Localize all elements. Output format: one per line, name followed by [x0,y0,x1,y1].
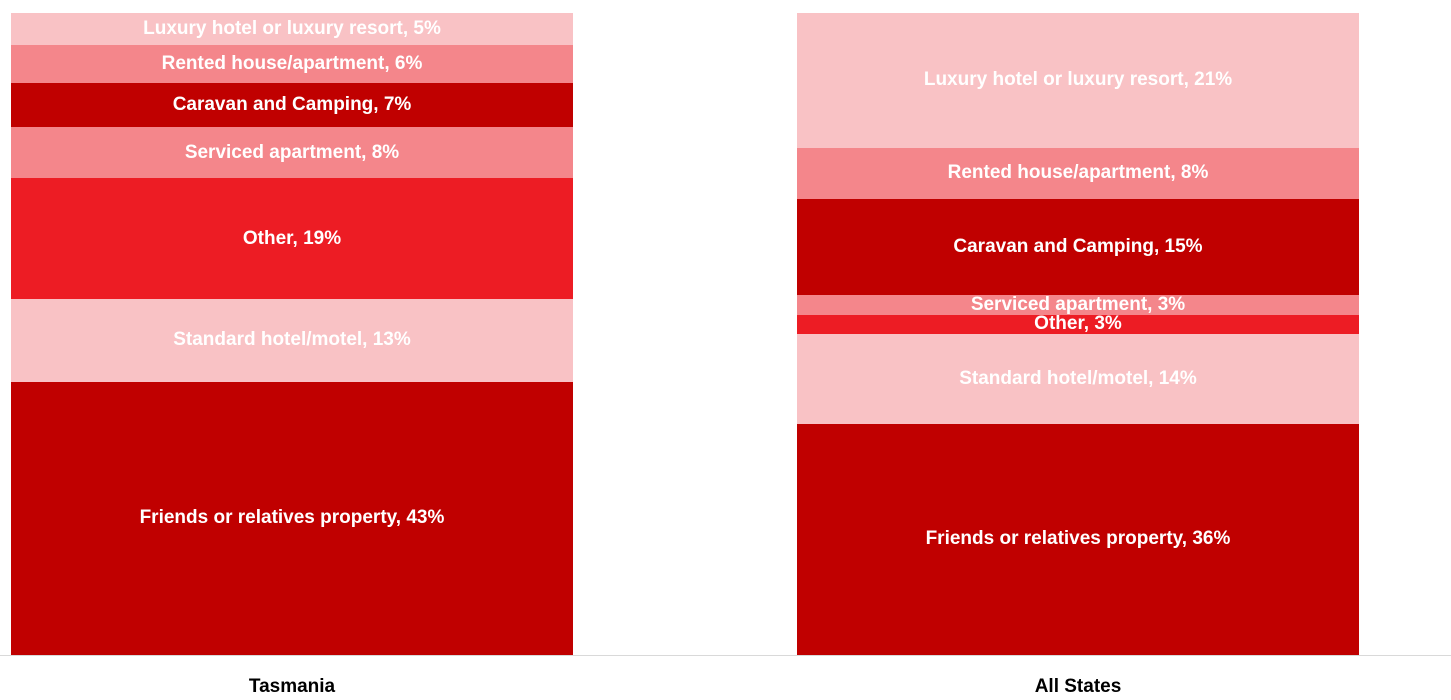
bar-segment: Other, 3% [797,313,1359,335]
data-label: Standard hotel/motel, 13% [173,329,411,351]
bar-segment: Friends or relatives property, 36% [797,423,1359,655]
bar-segment: Other, 19% [11,178,573,300]
data-label: Friends or relatives property, 36% [925,528,1231,550]
bar-segment: Luxury hotel or luxury resort, 21% [797,13,1359,148]
data-label: Other, 19% [242,227,342,249]
data-label: Caravan and Camping, 7% [172,94,412,116]
data-label: Serviced apartment, 3% [970,294,1186,316]
data-label: Standard hotel/motel, 14% [959,367,1197,389]
data-label: Caravan and Camping, 15% [953,236,1203,258]
data-label: Serviced apartment, 8% [184,141,400,163]
data-label: Luxury hotel or luxury resort, 5% [143,17,441,39]
bar-segment: Caravan and Camping, 15% [797,199,1359,296]
data-label: Rented house/apartment, 8% [947,162,1209,184]
data-label: Other, 3% [1034,313,1122,335]
data-label: Rented house/apartment, 6% [161,52,423,74]
bar-segment: Rented house/apartment, 6% [11,44,573,83]
data-label: Luxury hotel or luxury resort, 21% [923,69,1233,91]
bar-segment: Serviced apartment, 8% [11,127,573,179]
bar-segment: Serviced apartment, 3% [797,294,1359,316]
bar-segment: Caravan and Camping, 7% [11,82,573,128]
bar-segment: Friends or relatives property, 43% [11,381,573,655]
bar-segment: Standard hotel/motel, 13% [11,299,573,382]
baseline [0,655,1451,656]
bar-segment: Rented house/apartment, 8% [797,147,1359,200]
x-tick-label: Tasmania [248,676,336,697]
bar-segment: Luxury hotel or luxury resort, 5% [11,13,573,45]
x-tick-label: All States [1034,676,1122,697]
bar-segment: Standard hotel/motel, 14% [797,334,1359,424]
data-label: Friends or relatives property, 43% [139,507,445,529]
